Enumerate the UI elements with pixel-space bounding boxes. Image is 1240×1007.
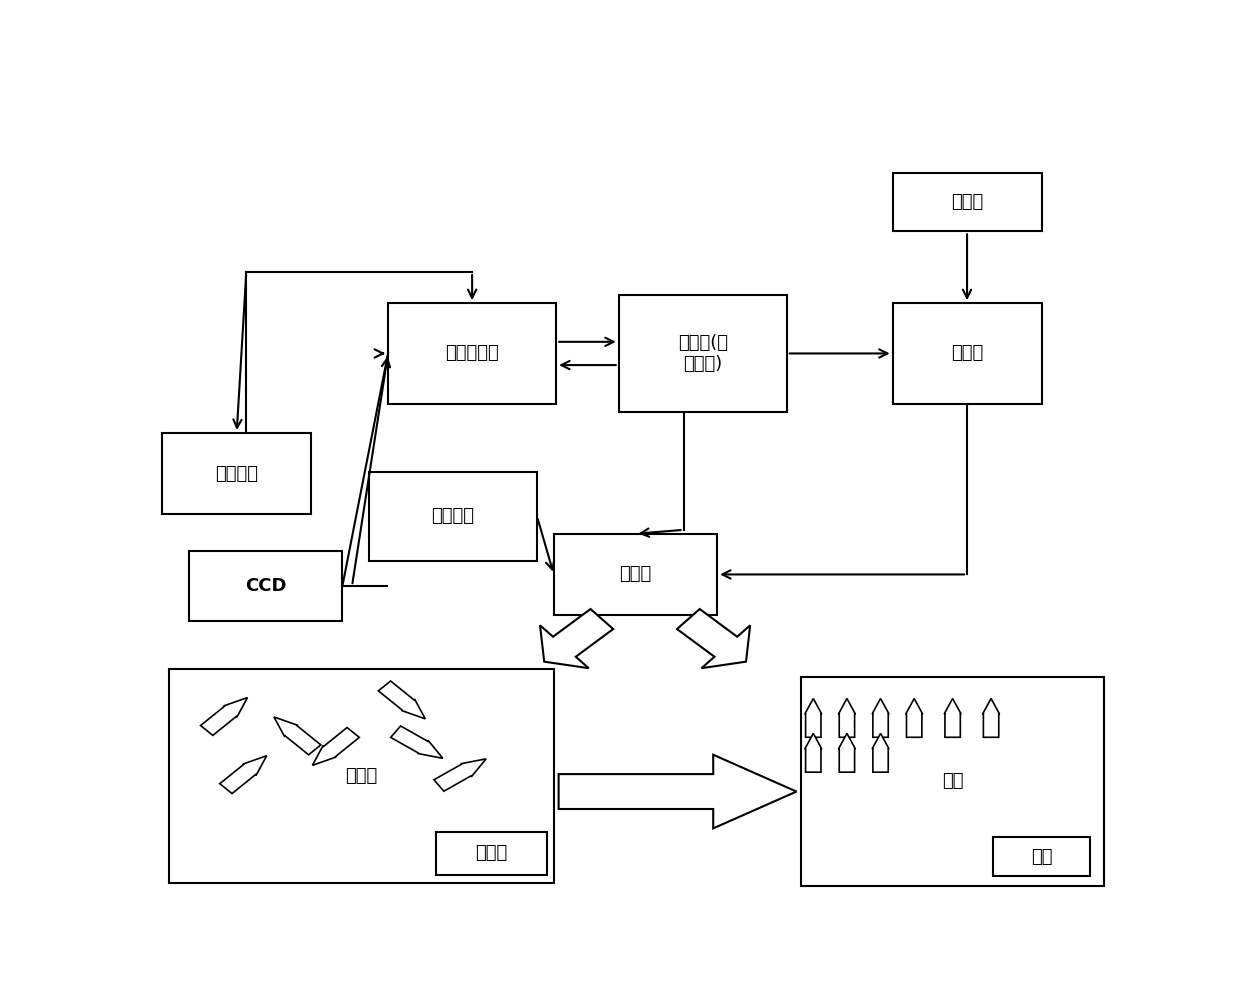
Polygon shape	[274, 717, 321, 755]
Text: 料盘: 料盘	[942, 772, 963, 790]
Text: 视觉处理器: 视觉处理器	[445, 344, 498, 363]
Polygon shape	[677, 609, 750, 669]
Polygon shape	[838, 699, 856, 737]
Bar	[993, 837, 1090, 876]
Text: 急停开关: 急停开关	[432, 508, 475, 526]
Polygon shape	[905, 699, 923, 737]
Polygon shape	[378, 681, 425, 719]
Bar	[619, 295, 787, 412]
Polygon shape	[219, 755, 267, 794]
Bar	[893, 173, 1042, 232]
Text: 辅助光源: 辅助光源	[216, 464, 258, 482]
Bar	[554, 534, 717, 615]
Polygon shape	[541, 609, 614, 669]
Text: CCD: CCD	[244, 577, 286, 595]
Text: 电磁阀: 电磁阀	[951, 344, 983, 363]
Bar	[388, 303, 557, 404]
Text: 机械手: 机械手	[619, 566, 652, 583]
Polygon shape	[805, 699, 822, 737]
Text: 真空泵: 真空泵	[951, 193, 983, 211]
Text: 散料区: 散料区	[346, 767, 378, 785]
Polygon shape	[982, 699, 999, 737]
Polygon shape	[201, 698, 248, 735]
Text: 计算机(集
成软件): 计算机(集 成软件)	[678, 334, 728, 373]
Polygon shape	[838, 733, 856, 772]
Bar	[170, 670, 554, 883]
Bar	[188, 551, 342, 621]
Polygon shape	[944, 699, 961, 737]
Bar	[801, 677, 1104, 886]
Polygon shape	[805, 733, 822, 772]
Bar	[368, 471, 537, 561]
Bar	[893, 303, 1042, 404]
Bar	[162, 433, 311, 515]
Polygon shape	[391, 726, 443, 758]
Polygon shape	[559, 754, 796, 829]
Text: 散料区: 散料区	[475, 844, 507, 862]
Polygon shape	[872, 733, 889, 772]
Polygon shape	[312, 727, 360, 765]
Text: 料盘: 料盘	[1030, 848, 1053, 866]
Bar	[436, 832, 547, 874]
Polygon shape	[434, 759, 486, 792]
Polygon shape	[872, 699, 889, 737]
